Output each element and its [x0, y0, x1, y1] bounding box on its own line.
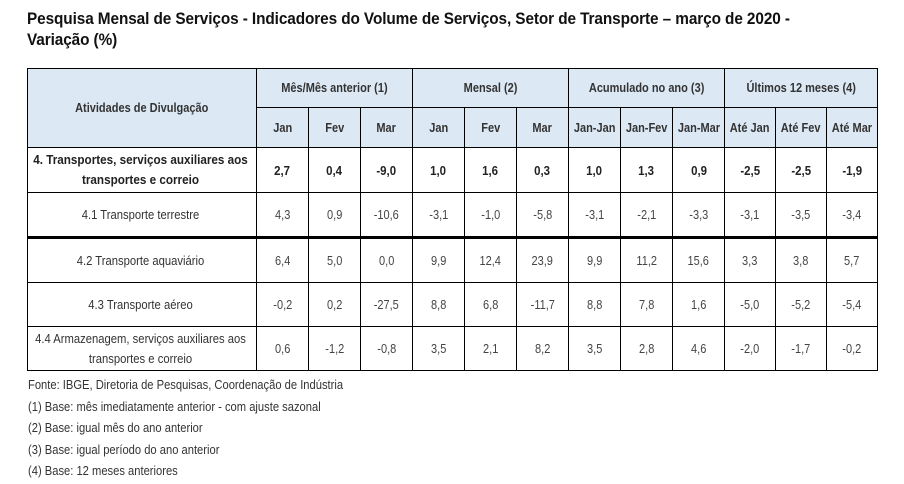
page-title: Pesquisa Mensal de Serviços - Indicadore… [27, 10, 790, 49]
column-header: Até Fev [775, 107, 828, 148]
value-cell: 8,8 [568, 282, 622, 327]
value-cell: -1,0 [464, 192, 517, 239]
group-header: Acumulado no ano (3) [568, 68, 726, 108]
value-cell: -1,9 [826, 147, 879, 193]
value-cell: 6,4 [256, 237, 309, 283]
value-cell: 2,8 [620, 326, 674, 371]
value-cell: 2,1 [464, 326, 517, 371]
footnote: (1) Base: mês imediatamente anterior - c… [28, 398, 321, 414]
activity-label: 4.2 Transporte aquaviário [27, 237, 257, 283]
value-cell: 7,8 [620, 282, 674, 327]
value-cell: 3,8 [775, 237, 828, 283]
footnote: (4) Base: 12 meses anteriores [28, 463, 178, 479]
column-header: Jan-Fev [620, 107, 674, 148]
table-row: 4.2 Transporte aquaviário 6,4 5,0 0,0 9,9 12,… [27, 237, 879, 283]
footnote: (3) Base: igual período do ano anterior [28, 441, 220, 457]
header-row-columns: Jan Fev Mar Jan Fev Mar Jan-Jan Jan-Fev … [28, 107, 879, 148]
value-cell: 9,9 [412, 237, 465, 283]
value-cell: 1,6 [464, 147, 517, 193]
value-cell: -5,2 [775, 282, 828, 327]
value-cell: -2,5 [724, 147, 777, 193]
value-cell: -3,3 [672, 192, 726, 239]
value-cell: 3,5 [568, 326, 622, 371]
value-cell: -3,4 [826, 192, 879, 239]
column-header: Jan-Jan [568, 107, 622, 148]
value-cell: 5,0 [308, 237, 361, 283]
value-cell: -2,1 [620, 192, 674, 239]
column-header: Jan [412, 107, 465, 148]
value-cell: -1,2 [308, 326, 361, 371]
row-header: Atividades de Divulgação [27, 68, 257, 148]
value-cell: -0,8 [360, 326, 413, 371]
value-cell: 0,0 [360, 237, 413, 283]
value-cell: -3,1 [568, 192, 622, 239]
column-header: Fev [464, 107, 517, 148]
value-cell: -3,1 [724, 192, 777, 239]
value-cell: 0,4 [308, 147, 361, 193]
value-cell: -10,6 [360, 192, 413, 239]
value-cell: 23,9 [515, 237, 570, 283]
activity-label: 4.1 Transporte terrestre [27, 192, 257, 239]
value-cell: 11,2 [620, 237, 674, 283]
value-cell: -0,2 [256, 282, 309, 327]
value-cell: 0,3 [515, 147, 570, 193]
table-row: 4.3 Transporte aéreo -0,2 0,2 -27,5 8,8 6,8 -1… [27, 282, 879, 327]
column-header: Até Jan [724, 107, 777, 148]
activity-label: 4.4 Armazenagem, serviços auxiliares aos… [27, 326, 257, 371]
value-cell: -2,5 [775, 147, 828, 193]
value-cell: 4,6 [672, 326, 726, 371]
value-cell: 1,3 [620, 147, 674, 193]
value-cell: 0,9 [672, 147, 726, 193]
source-note: Fonte: IBGE, Diretoria de Pesquisas, Coo… [28, 377, 344, 392]
group-header: Últimos 12 meses (4) [724, 68, 879, 108]
table-row: 4.4 Armazenagem, serviços auxiliares aos… [27, 326, 879, 371]
value-cell: 3,3 [724, 237, 777, 283]
table-row: 4. Transportes, serviços auxiliares aos … [27, 147, 879, 193]
column-header: Mar [360, 107, 413, 148]
value-cell: 0,9 [308, 192, 361, 239]
table-row: 4.1 Transporte terrestre 4,3 0,9 -10,6 -3,1-… [27, 192, 879, 239]
value-cell: 9,9 [568, 237, 622, 283]
value-cell: 1,0 [412, 147, 465, 193]
value-cell: -1,7 [775, 326, 828, 371]
footnote: (2) Base: igual mês do ano anterior [28, 420, 203, 436]
value-cell: 15,6 [672, 237, 726, 283]
value-cell: -5,4 [826, 282, 879, 327]
value-cell: 0,6 [256, 326, 309, 371]
header-row-groups: Atividades de Divulgação Mês/Mês anterio… [27, 68, 879, 148]
value-cell: 12,4 [464, 237, 517, 283]
value-cell: 0,2 [308, 282, 361, 327]
value-cell: 6,8 [464, 282, 517, 327]
value-cell: -0,2 [826, 326, 879, 371]
value-cell: -3,5 [775, 192, 828, 239]
value-cell: 5,7 [826, 237, 879, 283]
column-header: Fev [308, 107, 361, 148]
activity-label: 4. Transportes, serviços auxiliares aos … [27, 147, 257, 193]
value-cell: -5,8 [515, 192, 570, 239]
value-cell: -9,0 [360, 147, 413, 193]
activity-label: 4.3 Transporte aéreo [27, 282, 257, 327]
value-cell: -3,1 [412, 192, 465, 239]
value-cell: -2,0 [724, 326, 777, 371]
value-cell: 3,5 [412, 326, 465, 371]
column-header: Jan [256, 107, 309, 148]
value-cell: 2,7 [256, 147, 309, 193]
value-cell: 4,3 [256, 192, 309, 239]
value-cell: -27,5 [360, 282, 413, 327]
column-header: Até Mar [826, 107, 879, 148]
value-cell: -11,7 [515, 282, 570, 327]
value-cell: 8,2 [515, 326, 570, 371]
value-cell: 8,8 [412, 282, 465, 327]
footnotes: Fonte: IBGE, Diretoria de Pesquisas, Coo… [28, 374, 394, 482]
group-header: Mensal (2) [411, 68, 570, 108]
column-header: Jan-Mar [672, 107, 726, 148]
value-cell: -5,0 [724, 282, 777, 327]
services-volume-table: Atividades de Divulgação Mês/Mês anterio… [27, 68, 879, 371]
group-header: Mês/Mês anterior (1) [256, 68, 413, 108]
value-cell: 1,0 [568, 147, 622, 193]
column-header: Mar [515, 107, 570, 148]
value-cell: 1,6 [672, 282, 726, 327]
